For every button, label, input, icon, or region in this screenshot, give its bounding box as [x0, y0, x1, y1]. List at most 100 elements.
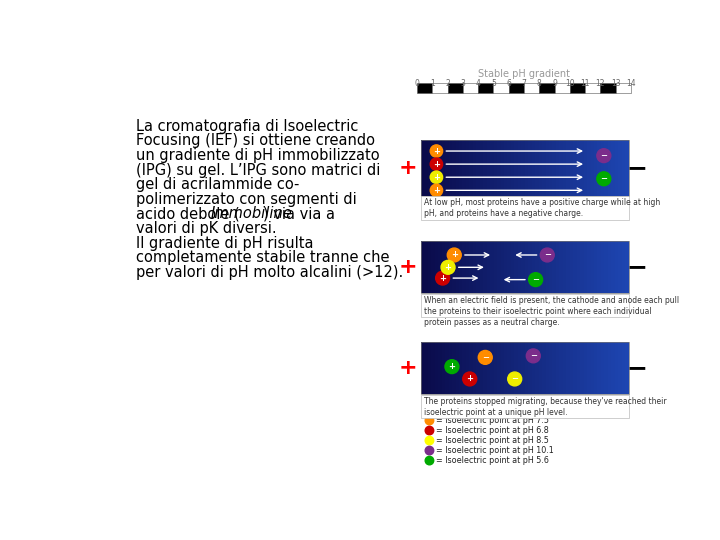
Bar — [497, 140, 500, 195]
Bar — [524, 83, 539, 92]
Circle shape — [436, 271, 449, 285]
Text: −: − — [544, 251, 551, 260]
Text: per valori di pH molto alcalini (>12).: per valori di pH molto alcalini (>12). — [137, 265, 404, 280]
Text: −: − — [626, 356, 648, 380]
Bar — [531, 241, 535, 294]
Circle shape — [441, 260, 455, 274]
Bar — [514, 140, 518, 195]
Bar — [552, 140, 556, 195]
Text: When an electric field is present, the cathode and anode each pull
the proteins : When an electric field is present, the c… — [424, 296, 679, 327]
Bar — [508, 241, 511, 294]
Bar — [528, 342, 531, 394]
Bar — [421, 342, 629, 394]
Bar — [601, 140, 604, 195]
Bar — [608, 140, 611, 195]
Bar — [601, 342, 604, 394]
Bar — [483, 140, 487, 195]
Bar — [421, 395, 629, 418]
Bar — [449, 342, 452, 394]
Text: gel di acrilammide co-: gel di acrilammide co- — [137, 177, 300, 192]
Bar — [424, 241, 428, 294]
Bar — [456, 140, 459, 195]
Text: +: + — [433, 146, 440, 156]
Circle shape — [540, 248, 554, 262]
Bar — [459, 342, 462, 394]
Text: 5: 5 — [491, 79, 496, 89]
Bar — [594, 140, 598, 195]
Bar — [604, 342, 608, 394]
Text: 6: 6 — [506, 79, 511, 89]
Bar — [421, 342, 424, 394]
Bar — [580, 342, 584, 394]
Bar — [435, 241, 438, 294]
Bar — [625, 140, 629, 195]
Text: +: + — [433, 160, 440, 168]
Circle shape — [426, 447, 433, 455]
Bar — [608, 342, 611, 394]
Bar — [478, 83, 493, 92]
Bar — [590, 140, 594, 195]
Text: 4: 4 — [476, 79, 481, 89]
Bar — [438, 140, 441, 195]
Bar — [473, 140, 477, 195]
Bar — [504, 342, 508, 394]
Bar — [452, 241, 456, 294]
Text: The proteins stopped migrating, because they've reached their
isoelectric point : The proteins stopped migrating, because … — [424, 397, 667, 417]
Bar — [525, 342, 528, 394]
Bar — [608, 241, 611, 294]
Bar — [449, 241, 452, 294]
Bar — [449, 140, 452, 195]
Bar — [469, 342, 473, 394]
Text: At low pH, most proteins have a positive charge while at high
pH, and proteins h: At low pH, most proteins have a positive… — [424, 198, 660, 218]
Bar — [459, 140, 462, 195]
Bar — [438, 342, 441, 394]
Bar — [556, 140, 559, 195]
Bar — [518, 241, 521, 294]
Bar — [531, 140, 535, 195]
Circle shape — [463, 372, 477, 386]
Bar — [480, 342, 483, 394]
Bar — [546, 342, 549, 394]
Bar — [428, 342, 431, 394]
Bar — [600, 83, 616, 92]
Text: −: − — [600, 151, 608, 160]
Text: = Isoelectric point at pH 5.6: = Isoelectric point at pH 5.6 — [436, 456, 549, 465]
Bar — [573, 342, 577, 394]
Bar — [554, 83, 570, 92]
Bar — [528, 140, 531, 195]
Bar — [469, 140, 473, 195]
Bar — [514, 241, 518, 294]
Bar — [480, 241, 483, 294]
Bar — [480, 140, 483, 195]
Bar — [421, 140, 424, 195]
Bar — [466, 342, 469, 394]
Text: +: + — [433, 186, 440, 195]
Bar — [556, 241, 559, 294]
Bar — [441, 342, 445, 394]
Text: +: + — [451, 251, 458, 260]
Bar — [535, 342, 539, 394]
Bar — [509, 83, 524, 92]
Bar — [504, 140, 508, 195]
Text: +: + — [444, 263, 451, 272]
Text: Stable pH gradient: Stable pH gradient — [478, 69, 570, 79]
Bar — [618, 241, 621, 294]
Bar — [546, 140, 549, 195]
Bar — [518, 342, 521, 394]
Bar — [580, 140, 584, 195]
Bar — [556, 342, 559, 394]
Bar — [590, 241, 594, 294]
Bar — [539, 140, 542, 195]
Text: −: − — [626, 255, 648, 279]
Bar — [521, 140, 525, 195]
Bar — [421, 241, 424, 294]
Bar — [563, 140, 567, 195]
Bar — [611, 241, 615, 294]
Circle shape — [431, 158, 443, 170]
Bar — [431, 140, 435, 195]
Bar — [441, 140, 445, 195]
Bar — [615, 140, 618, 195]
Bar — [528, 241, 531, 294]
Bar — [487, 241, 490, 294]
Bar — [618, 140, 621, 195]
